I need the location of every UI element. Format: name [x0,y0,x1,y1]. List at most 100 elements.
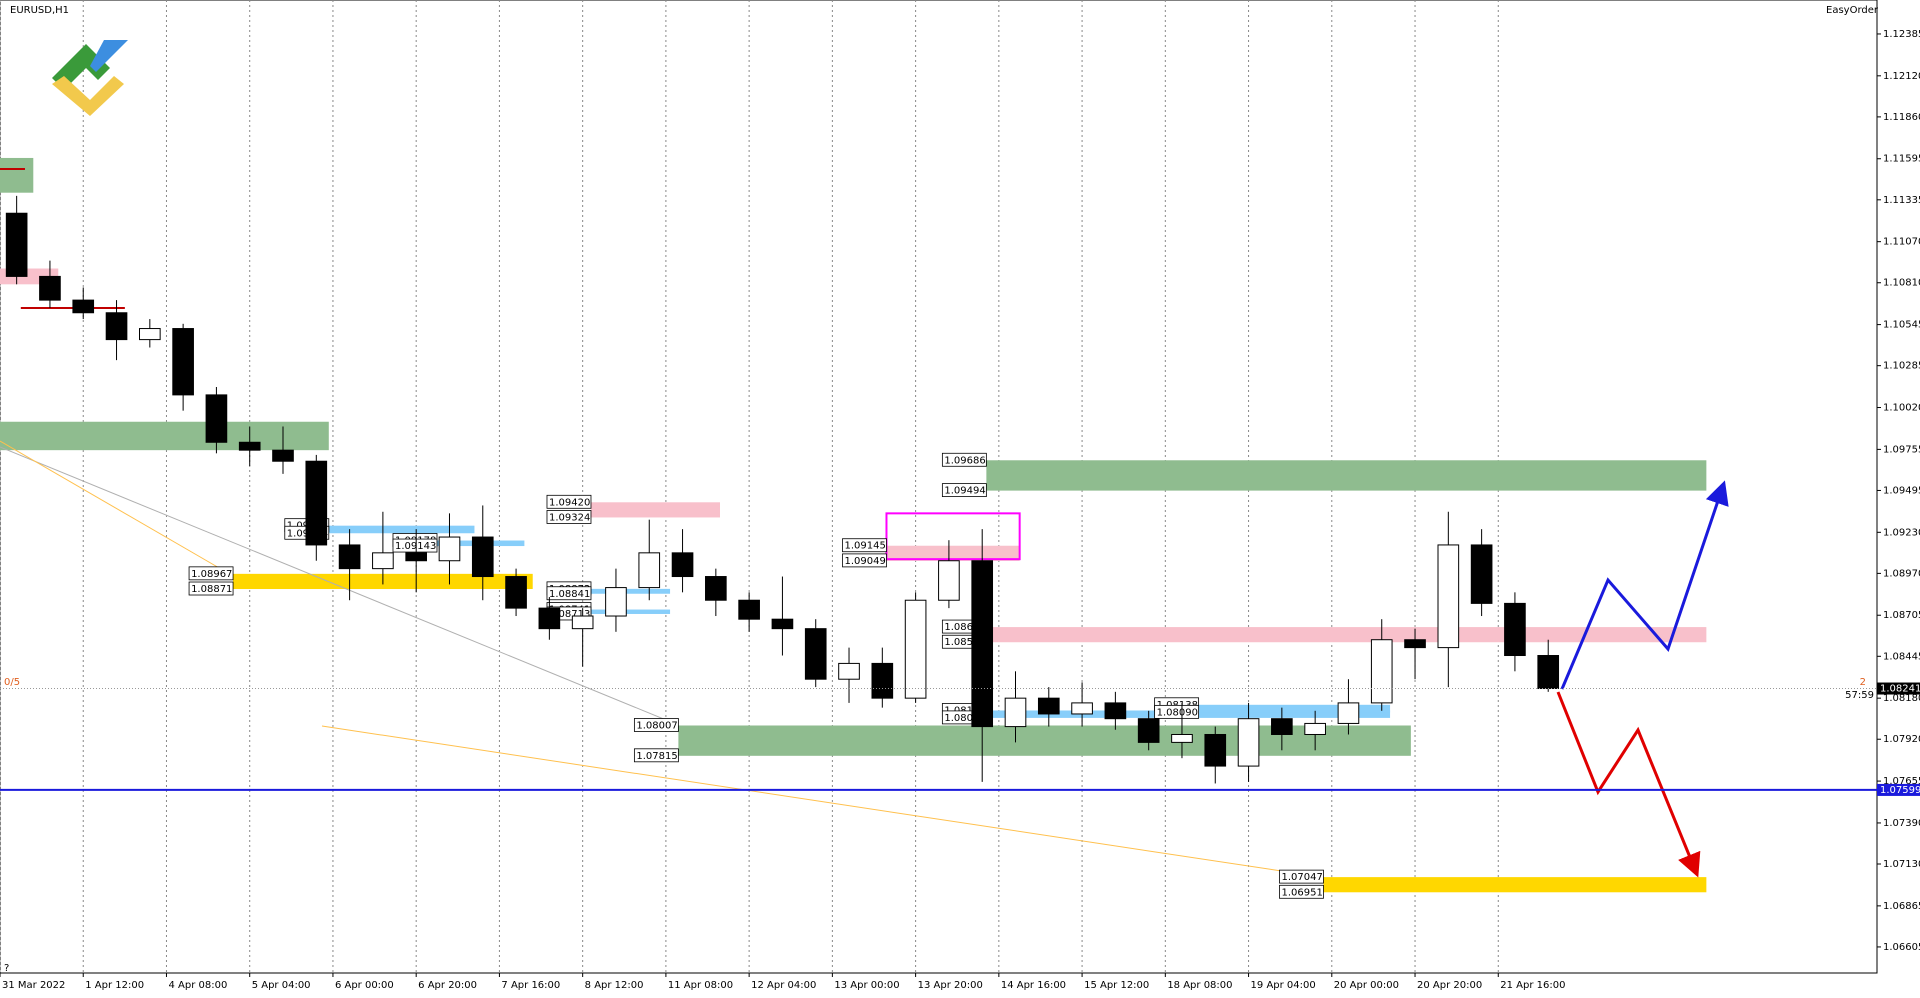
candle-body [1404,639,1426,649]
x-tick-label: 21 Apr 16:00 [1500,980,1565,991]
zone-label: 1.09324 [549,512,590,523]
zone-label: 1.09420 [549,497,590,508]
zone-label-box [842,553,887,568]
zone-label: 1.08007 [636,720,677,731]
zone [590,502,721,518]
candle-body [1071,702,1093,715]
candle-body [272,449,294,462]
candle-body [1504,602,1526,657]
zone [1323,877,1707,893]
y-tick-label: 1.07920 [1883,734,1920,745]
price-tag [1877,682,1920,695]
zone [678,725,1411,756]
order-counter-right: 2 [1860,677,1866,688]
candle-body [39,275,61,301]
candle-body [438,536,461,562]
forecast-up [1560,480,1729,690]
zone-label: 1.08090 [1157,707,1198,718]
y-tick-label: 1.08445 [1883,651,1920,662]
forecast-down [1556,691,1701,878]
zone [1198,704,1391,713]
x-tick-label: 6 Apr 00:00 [335,980,394,991]
candle-body [1104,702,1127,720]
y-tick-label: 1.08970 [1883,568,1920,579]
y-tick-label: 1.07390 [1883,818,1920,829]
zone [885,512,1021,561]
zone [886,545,1020,561]
zone-label-box [941,483,987,498]
x-tick-label: 13 Apr 20:00 [918,980,983,991]
zone [986,460,1707,491]
candle-body [871,662,894,699]
y-tick-label: 1.11335 [1883,195,1920,206]
x-tick-label: 8 Apr 12:00 [585,980,644,991]
zone-label: 1.08841 [549,589,590,600]
x-tick-label: 1 Apr 12:00 [85,980,144,991]
x-tick-label: 12 Apr 04:00 [751,980,816,991]
candle-body [1370,639,1393,704]
zone-label-box [546,510,592,524]
candle-body [105,312,128,341]
candle-body [938,560,960,601]
candle-body [305,460,328,546]
y-tick-label: 1.08705 [1883,610,1920,621]
x-tick-label: 13 Apr 00:00 [834,980,899,991]
candle-body [904,599,927,699]
y-tick-label: 1.11860 [1883,112,1920,123]
zone-label-box [842,538,887,553]
candle-body [1337,702,1360,724]
y-tick-label: 1.08180 [1883,693,1920,704]
price-tag [1877,783,1920,796]
zone-label-box [392,538,438,553]
zone-label: 1.08534 [944,637,985,648]
symbol: EURUSD,H1 [10,5,69,16]
candle-body [372,552,394,570]
zone-label: 1.08630 [944,622,985,633]
zone-label-box [546,494,592,509]
zone-label-box [188,566,234,581]
y-tick-label: 1.10020 [1883,403,1920,414]
zone-label: 1.09686 [944,455,985,466]
order-counter: 0/5 [4,677,20,688]
zone [590,609,671,614]
candle-body [838,662,860,680]
zone-label-box [1279,869,1324,884]
x-tick-label: 20 Apr 20:00 [1417,980,1482,991]
zone-label-box [1279,884,1324,899]
candle-body [1271,718,1293,735]
zone-label-box [1154,704,1200,719]
zone [328,525,475,534]
y-tick-label: 1.12385 [1883,29,1920,40]
y-tick-label: 1.10810 [1883,278,1920,289]
candle-body [505,576,527,609]
x-tick-label: 4 Apr 08:00 [168,980,227,991]
trend-line [0,440,234,577]
candle-body [471,536,494,578]
trend-line [321,725,1289,873]
x-tick-label: 20 Apr 00:00 [1334,980,1399,991]
zone-label: 1.09143 [395,541,436,552]
y-tick-label: 1.09755 [1883,444,1920,455]
candle-body [5,212,28,277]
zone-label-box [941,452,987,467]
y-tick-label: 1.11595 [1883,154,1920,165]
candle-body [605,587,627,617]
candle-body [738,599,760,620]
candle-body [971,560,994,728]
candle-body [638,552,661,589]
zone [590,588,671,594]
candle-body [1237,718,1260,767]
plugin-label: EasyOrder [1826,5,1879,16]
candle-body [804,628,827,680]
trend-line [0,446,672,723]
candle-body [205,394,228,443]
zone-label: 1.07815 [636,751,677,762]
candle-body [405,552,428,562]
zone-label: 1.08055 [944,713,985,724]
bar-timer: 57:59 [1845,690,1874,701]
x-tick-label: 15 Apr 12:00 [1084,980,1149,991]
candle-body [1137,718,1160,743]
candle-body [705,576,727,601]
zone-label: 1.09494 [944,486,985,497]
